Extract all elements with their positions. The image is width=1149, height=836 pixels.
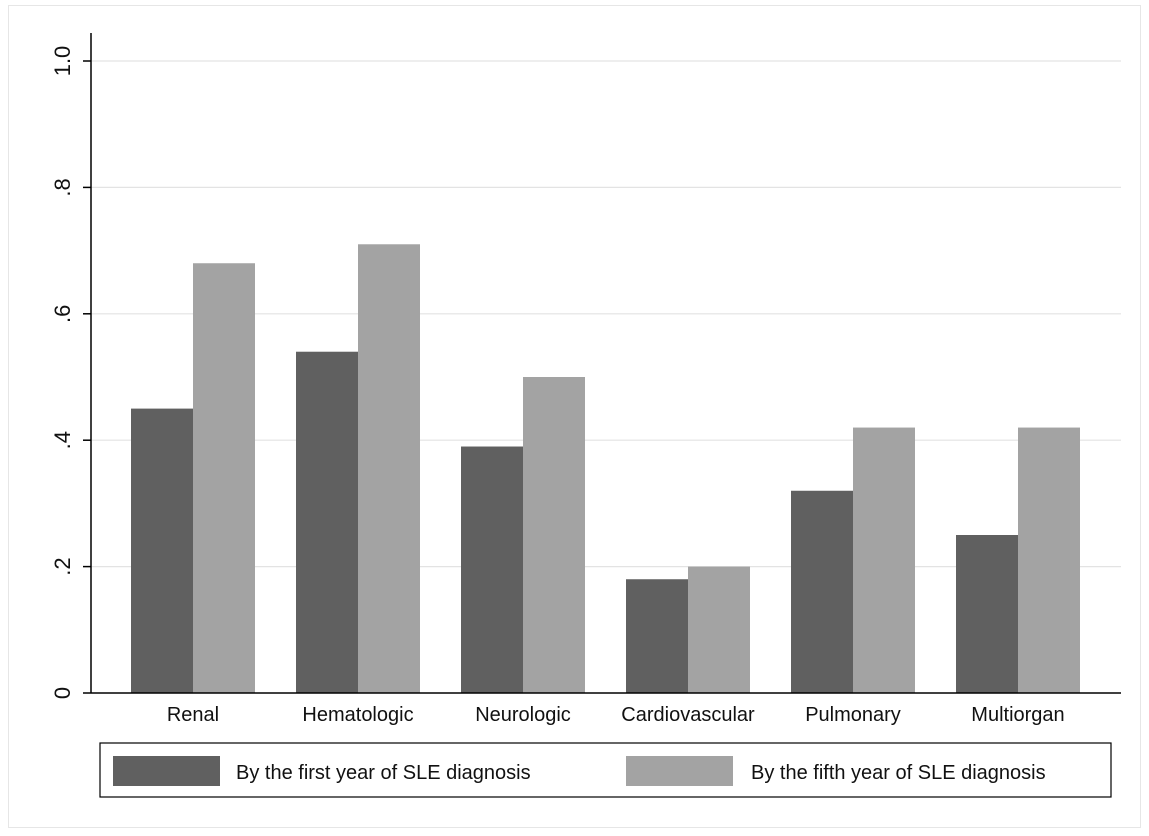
y-tick-label: 1.0 xyxy=(50,46,75,77)
bar-first-year xyxy=(626,579,688,693)
x-tick-label: Hematologic xyxy=(302,704,413,726)
legend: By the first year of SLE diagnosis By th… xyxy=(99,742,1112,798)
legend-box xyxy=(99,742,1112,798)
bar-first-year xyxy=(956,535,1018,693)
bar-first-year xyxy=(791,490,853,693)
x-tick-labels: Renal Hematologic Neurologic Cardiovascular… xyxy=(167,704,1065,726)
x-tick-label: Multiorgan xyxy=(971,704,1064,726)
bar-first-year xyxy=(461,446,523,693)
bar-fifth-year xyxy=(688,566,750,693)
y-tick-label: 0 xyxy=(50,687,75,699)
gridlines xyxy=(91,60,1121,568)
y-tick-label: .4 xyxy=(50,431,75,449)
bar-first-year xyxy=(131,408,193,693)
bar-fifth-year xyxy=(193,263,255,693)
y-ticks: 0 .2 .4 .6 .8 1.0 xyxy=(50,46,91,699)
legend-label-first-year: By the first year of SLE diagnosis xyxy=(236,762,531,784)
bars xyxy=(131,244,1080,693)
x-tick-label: Pulmonary xyxy=(805,704,901,726)
bar-fifth-year xyxy=(853,427,915,693)
y-tick-label: .8 xyxy=(50,178,75,196)
bar-fifth-year xyxy=(523,377,585,693)
legend-swatch-first-year xyxy=(113,756,220,786)
axes xyxy=(90,33,1121,694)
bar-fifth-year xyxy=(358,244,420,693)
bar-fifth-year xyxy=(1018,427,1080,693)
bar-first-year xyxy=(296,351,358,693)
x-tick-label: Cardiovascular xyxy=(621,704,755,726)
y-tick-label: .6 xyxy=(50,305,75,323)
x-tick-label: Neurologic xyxy=(475,704,571,726)
legend-label-fifth-year: By the fifth year of SLE diagnosis xyxy=(751,762,1046,784)
x-tick-label: Renal xyxy=(167,704,219,726)
legend-swatch-fifth-year xyxy=(626,756,733,786)
y-tick-label: .2 xyxy=(50,557,75,575)
